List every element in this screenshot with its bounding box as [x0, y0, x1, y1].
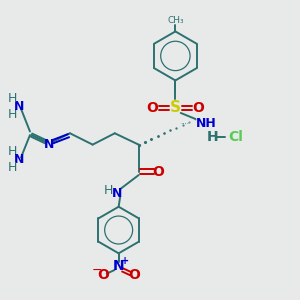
- Text: H: H: [8, 92, 17, 105]
- Text: N: N: [112, 187, 122, 200]
- Text: O: O: [97, 268, 109, 282]
- Text: H: H: [8, 145, 17, 158]
- Text: N: N: [44, 138, 54, 151]
- Text: O: O: [192, 100, 204, 115]
- Text: +: +: [121, 256, 129, 266]
- Text: Cl: Cl: [228, 130, 243, 145]
- Text: S: S: [170, 100, 181, 115]
- Text: O: O: [146, 100, 158, 115]
- Text: N: N: [14, 153, 24, 166]
- Text: H: H: [8, 161, 17, 174]
- Text: CH₃: CH₃: [167, 16, 184, 25]
- Text: ....: ....: [180, 119, 189, 125]
- Text: NH: NH: [196, 117, 216, 130]
- Text: H: H: [103, 184, 113, 197]
- Text: O: O: [152, 164, 164, 178]
- Text: O: O: [128, 268, 140, 282]
- Text: N: N: [113, 260, 124, 274]
- Text: −: −: [91, 263, 102, 277]
- Text: H: H: [207, 130, 218, 145]
- Text: H: H: [8, 108, 17, 121]
- Text: N: N: [14, 100, 24, 113]
